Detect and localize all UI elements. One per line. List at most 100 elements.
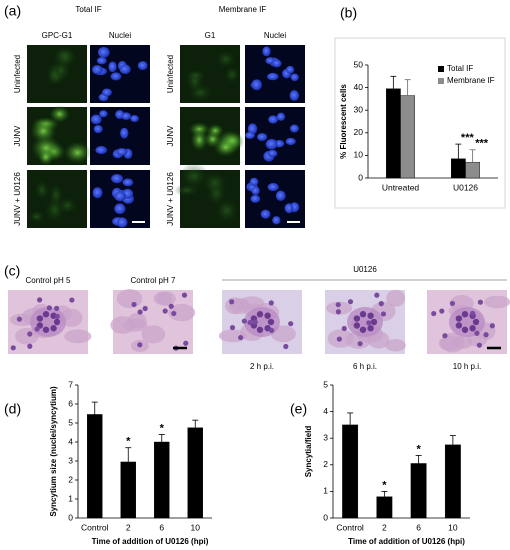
y-tick-label: 0 [323, 512, 328, 522]
x-axis-label: Time of addition of U0126 (hpi) [92, 537, 209, 546]
nucleus [288, 321, 294, 327]
cell [110, 316, 136, 334]
row-label: Uninfected [13, 55, 22, 93]
nucleus [116, 217, 128, 228]
nucleus [267, 149, 278, 158]
y-tick-label: 30 [354, 104, 364, 114]
x-tick-label: 6 [416, 522, 421, 532]
x-tick-label: Untreated [382, 182, 420, 192]
nucleus [268, 115, 279, 124]
nucleus [472, 318, 480, 326]
nucleus [27, 331, 33, 337]
cell [116, 289, 143, 309]
nucleus [366, 320, 372, 326]
nucleus [285, 137, 296, 146]
nucleus [111, 174, 123, 184]
nucleus [431, 310, 437, 317]
cell [168, 303, 196, 322]
nucleus [267, 72, 279, 81]
y-tick-label: 5 [323, 379, 328, 389]
nucleus [267, 318, 275, 326]
panel-border [334, 37, 506, 209]
panel-label: (a) [4, 3, 21, 19]
nucleus [137, 309, 143, 315]
nucleus [455, 315, 463, 322]
nucleus [353, 322, 361, 329]
nucleus [256, 311, 264, 318]
column-header: G1 [205, 31, 216, 40]
group-header: Total IF [75, 5, 101, 14]
cell-signal [57, 196, 78, 215]
nucleus [439, 308, 445, 314]
nucleus [461, 311, 469, 318]
nucleus [95, 146, 108, 155]
bar [386, 88, 401, 179]
cell-signal [49, 105, 71, 123]
y-axis-label: Syncytium size (nuclei/syncytium) [49, 386, 58, 517]
nucleus [367, 325, 374, 332]
nucleus [114, 191, 126, 202]
y-tick-label: 1 [323, 486, 328, 496]
nucleus [16, 316, 23, 322]
nucleus [92, 187, 103, 199]
x-tick-label: U0126 [453, 182, 478, 192]
y-tick-label: 50 [354, 59, 364, 69]
nucleus [69, 297, 75, 303]
cell-signal [190, 128, 209, 152]
error-bar [347, 412, 354, 425]
y-tick-label: 4 [323, 406, 328, 416]
x-axis-label: Time of addition of U0126 (hpi) [348, 537, 465, 546]
nucleus [380, 311, 387, 317]
legend-swatch [438, 78, 444, 84]
nucleus [27, 343, 33, 349]
column-header: Nuclei [109, 31, 131, 40]
cell-signal [33, 179, 51, 201]
nucleus [53, 305, 60, 311]
bar [451, 158, 466, 179]
image-label: Control pH 7 [131, 276, 176, 285]
nucleus [90, 114, 102, 125]
y-tick-label: 4 [68, 436, 73, 446]
panel-label: (e) [290, 401, 307, 417]
cell [156, 291, 176, 307]
y-tick-label: 1 [68, 493, 73, 503]
nucleus [229, 299, 235, 305]
y-tick-label: 7 [68, 379, 73, 389]
cell [60, 308, 83, 328]
annotation: * [126, 436, 131, 448]
panel-label: (d) [4, 401, 21, 417]
nucleus [116, 148, 128, 156]
nucleus [290, 73, 299, 82]
cell [385, 338, 406, 352]
error-bar [192, 419, 199, 428]
nucleus [461, 326, 469, 333]
nucleus [267, 183, 279, 192]
row-label: JUNV [166, 125, 175, 147]
cell [484, 295, 510, 309]
y-tick-label: 2 [68, 474, 73, 484]
bar [87, 414, 103, 519]
nucleus [137, 342, 143, 348]
nucleus [275, 190, 286, 201]
x-tick-label: Control [336, 522, 364, 532]
cell [218, 329, 247, 343]
x-tick-label: 2 [382, 522, 387, 532]
error-bar [415, 455, 422, 464]
nucleus [489, 323, 495, 329]
cell [64, 329, 92, 344]
cell-signal [52, 48, 78, 69]
nucleus [181, 292, 188, 298]
nucleus [265, 138, 278, 150]
y-axis-label: % Fluorescent cells [339, 84, 348, 159]
nucleus [121, 112, 132, 120]
nucleus [268, 300, 274, 306]
y-tick-label: 5 [68, 417, 73, 427]
bar [342, 424, 359, 519]
nucleus [262, 46, 271, 57]
cell-signal [37, 148, 54, 166]
error-bar [390, 75, 397, 89]
nucleus [46, 305, 52, 311]
row-label: JUNV [13, 125, 22, 147]
image-label: 10 h p.i. [453, 362, 481, 371]
cell [239, 296, 265, 310]
